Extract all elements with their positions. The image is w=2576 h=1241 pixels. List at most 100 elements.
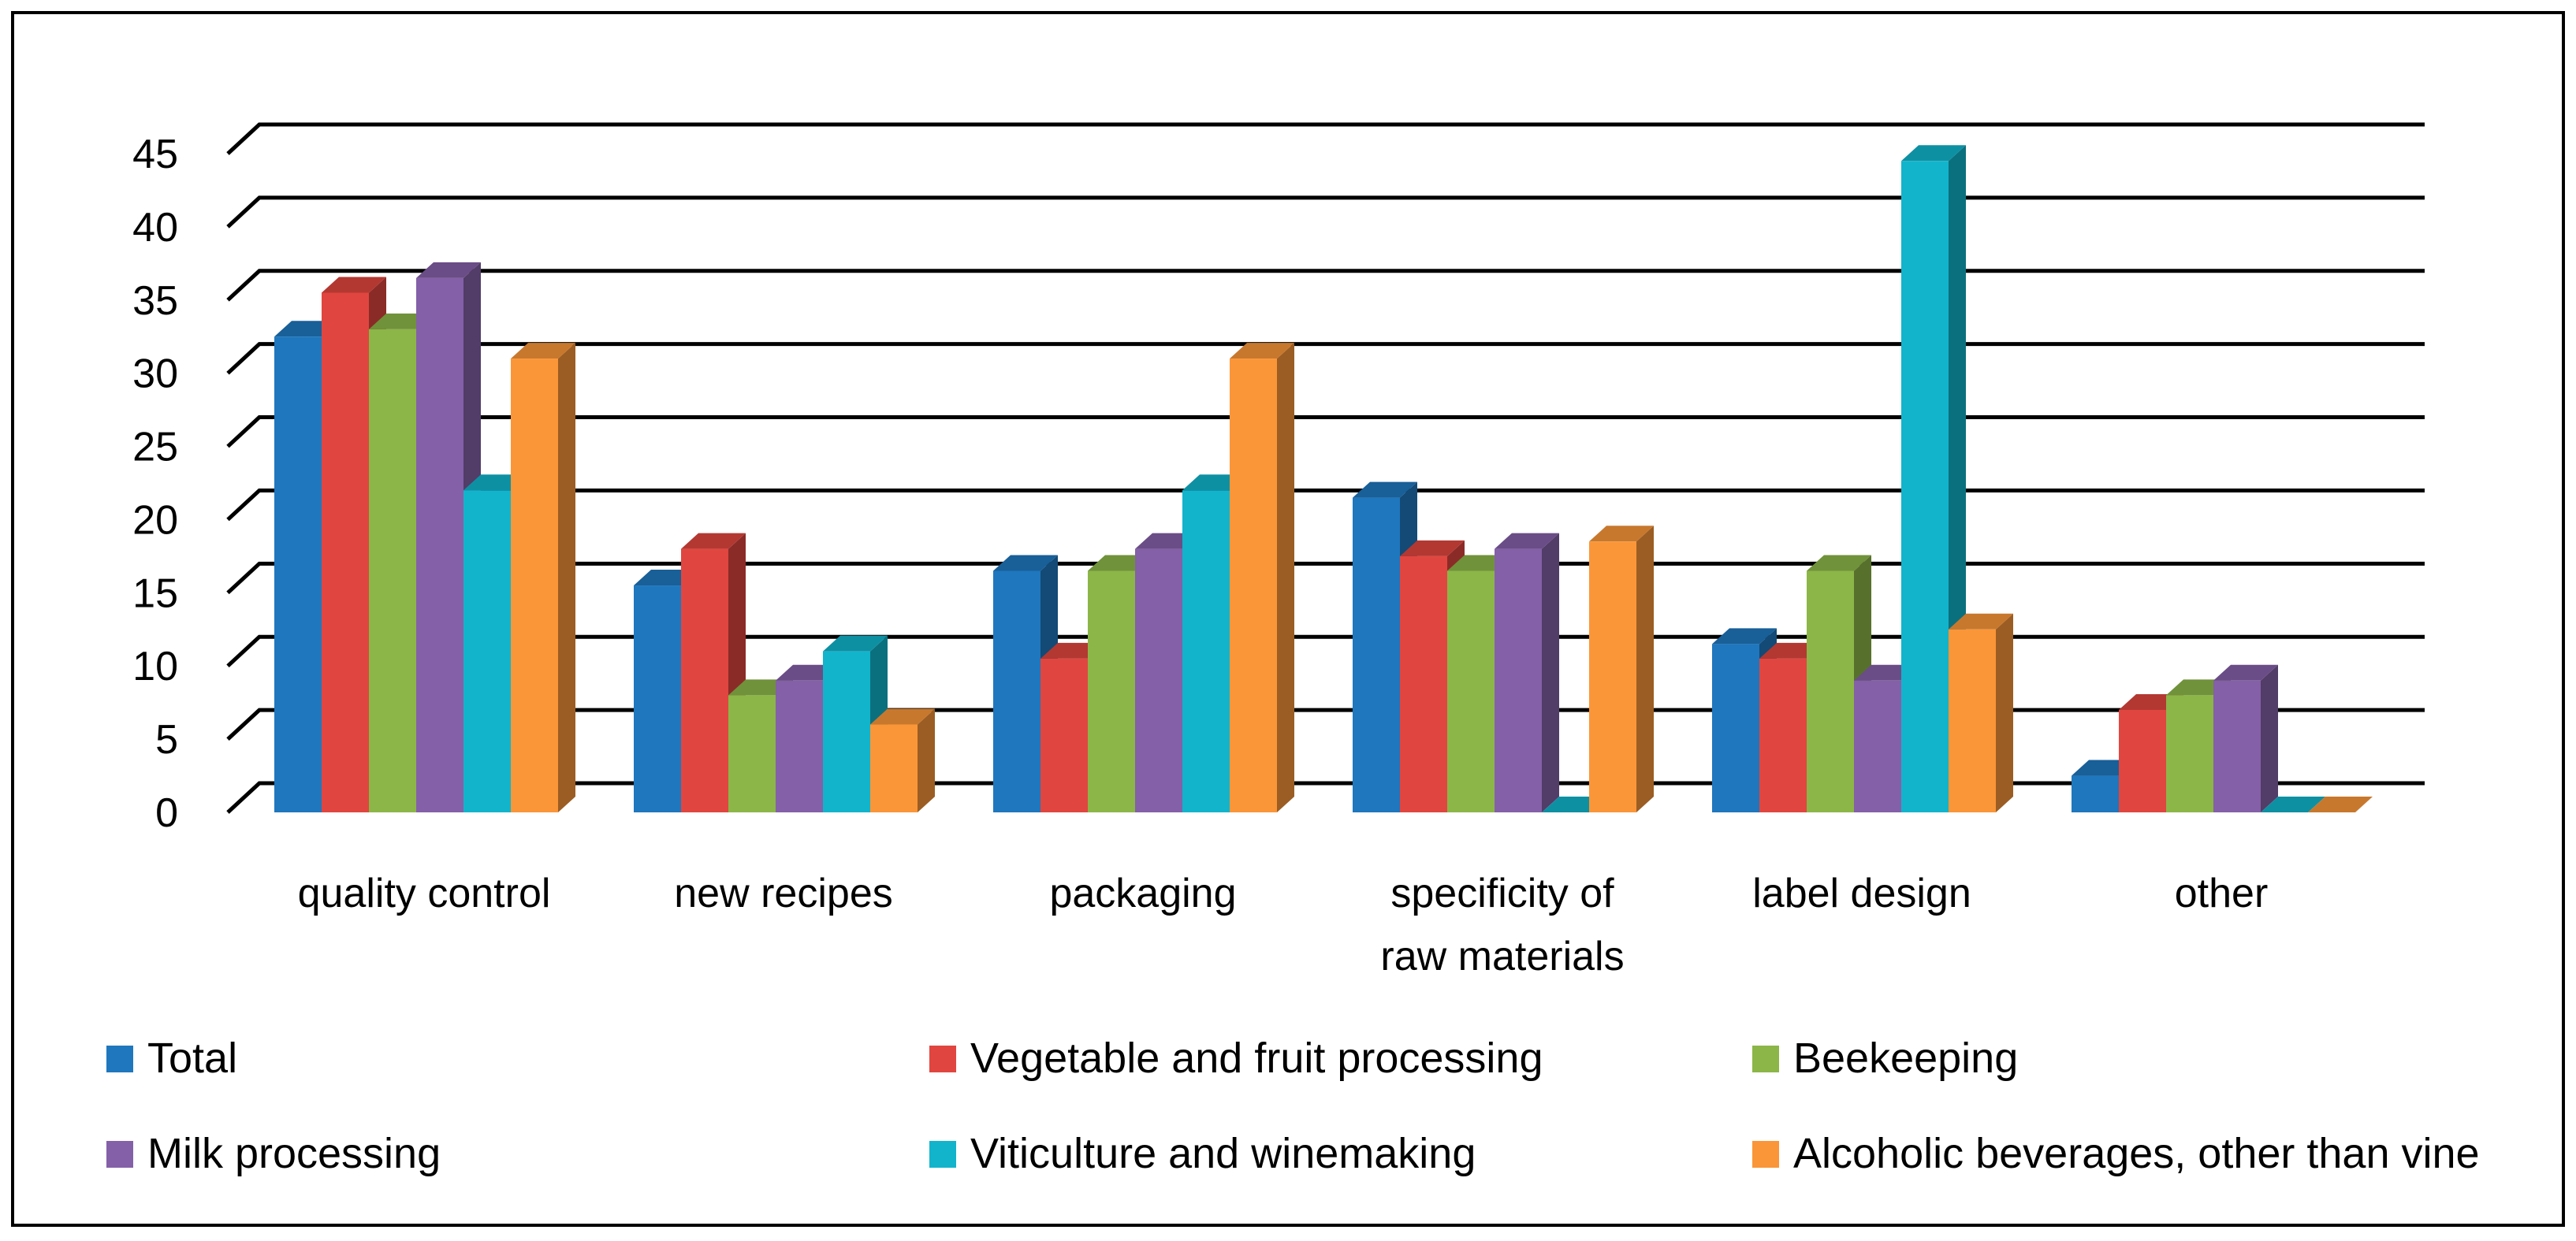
y-tick-label: 45 bbox=[132, 132, 178, 177]
bar-front bbox=[1901, 161, 1949, 813]
y-tick-label: 40 bbox=[132, 205, 178, 251]
bar-front bbox=[2213, 680, 2261, 812]
bar bbox=[1495, 533, 1559, 812]
bar-top bbox=[1712, 628, 1777, 645]
bar-top bbox=[823, 635, 888, 652]
bar-front bbox=[511, 359, 558, 813]
bar-top bbox=[322, 277, 386, 293]
y-tick-label: 35 bbox=[132, 278, 178, 324]
bar-front bbox=[1447, 570, 1495, 812]
legend-label: Total bbox=[147, 1035, 237, 1082]
bar-top bbox=[1949, 613, 2013, 630]
category-label: other bbox=[2175, 871, 2269, 916]
legend-swatch bbox=[929, 1046, 956, 1072]
bar-side bbox=[1996, 613, 2013, 812]
bar-front bbox=[681, 548, 728, 812]
category-label: new recipes bbox=[674, 871, 892, 916]
bar-front bbox=[416, 277, 463, 812]
bar-front bbox=[1949, 629, 1996, 812]
legend-label: Beekeeping bbox=[1793, 1035, 2018, 1082]
bar-front bbox=[1353, 497, 1400, 812]
bar-front bbox=[2119, 709, 2166, 812]
legend-label: Vegetable and fruit processing bbox=[970, 1035, 1543, 1082]
legend-swatch bbox=[929, 1141, 956, 1168]
bars bbox=[274, 145, 2373, 813]
bar-top bbox=[1901, 145, 1966, 162]
y-axis-ticks: 0 5 10 15 20 25 30 35 40 45 bbox=[132, 132, 178, 836]
legend-item: Viticulture and winemaking bbox=[929, 1130, 1476, 1177]
gridline bbox=[226, 708, 2425, 741]
gridline bbox=[226, 561, 2425, 595]
category-label: packaging bbox=[1049, 871, 1236, 916]
gridline bbox=[226, 781, 2425, 814]
gridline bbox=[226, 122, 2425, 155]
bar bbox=[870, 708, 935, 812]
y-tick-label: 0 bbox=[155, 790, 178, 836]
y-tick-label: 20 bbox=[132, 497, 178, 543]
bar-front bbox=[1088, 570, 1135, 812]
bar-front bbox=[1400, 555, 1447, 812]
bar-front bbox=[776, 680, 823, 812]
bar-front bbox=[2166, 695, 2213, 812]
gridlines bbox=[226, 122, 2425, 814]
bar-front bbox=[1854, 680, 1901, 812]
bar-top bbox=[2261, 797, 2325, 812]
bar-side bbox=[918, 708, 935, 812]
bar-side bbox=[1636, 526, 1654, 812]
bar-side bbox=[1542, 533, 1559, 812]
category-label: raw materials bbox=[1380, 934, 1624, 979]
chart-frame: 0 5 10 15 20 25 30 35 40 45 quality control new rec… bbox=[11, 11, 2565, 1227]
x-axis-labels: quality control new recipes packaging speci… bbox=[298, 871, 2269, 979]
y-tick-label: 25 bbox=[132, 425, 178, 470]
bar-front bbox=[1230, 359, 1277, 813]
gridline bbox=[226, 342, 2425, 375]
bar bbox=[2213, 664, 2278, 812]
legend: Total Vegetable and fruit processing Beeke… bbox=[106, 1035, 2480, 1177]
bar-front bbox=[993, 570, 1040, 812]
category-label: specificity of bbox=[1390, 871, 1614, 916]
bar-top bbox=[1495, 533, 1559, 549]
bar-front bbox=[870, 724, 918, 812]
legend-item: Alcoholic beverages, other than vine bbox=[1752, 1130, 2480, 1177]
bar bbox=[1230, 343, 1294, 813]
category-label: quality control bbox=[298, 871, 551, 916]
gridline bbox=[226, 269, 2425, 302]
bar-top bbox=[1353, 481, 1417, 498]
category-label: label design bbox=[1752, 871, 1971, 916]
bar-front bbox=[1135, 548, 1182, 812]
bar bbox=[1589, 526, 1654, 812]
y-tick-label: 10 bbox=[132, 644, 178, 689]
legend-swatch bbox=[106, 1141, 133, 1168]
bar-front bbox=[1182, 490, 1230, 812]
gridline bbox=[226, 415, 2425, 448]
bar bbox=[2308, 797, 2373, 812]
bar-front bbox=[728, 695, 776, 812]
bar-front bbox=[1759, 658, 1807, 812]
gridline bbox=[226, 488, 2425, 522]
legend-item: Milk processing bbox=[106, 1130, 441, 1177]
y-tick-label: 5 bbox=[155, 717, 178, 763]
bar-top bbox=[416, 262, 481, 278]
bar-front bbox=[322, 292, 369, 812]
gridline bbox=[226, 634, 2425, 668]
legend-item: Vegetable and fruit processing bbox=[929, 1035, 1543, 1082]
bar bbox=[1949, 613, 2013, 812]
bar-top bbox=[1400, 540, 1465, 556]
bar-front bbox=[274, 336, 322, 812]
bar-top bbox=[2213, 664, 2278, 681]
bar-front bbox=[634, 585, 681, 812]
bar-front bbox=[1807, 570, 1854, 812]
legend-label: Milk processing bbox=[147, 1130, 441, 1177]
bar-top bbox=[1589, 526, 1654, 542]
bar-side bbox=[2261, 664, 2278, 812]
bar-top bbox=[870, 708, 935, 725]
bar-front bbox=[823, 651, 870, 812]
bar-front bbox=[1589, 541, 1636, 812]
bar-top bbox=[681, 533, 746, 549]
bar-side bbox=[1277, 343, 1294, 813]
legend-label: Alcoholic beverages, other than vine bbox=[1793, 1130, 2480, 1177]
bar-front bbox=[1040, 658, 1088, 812]
legend-item: Total bbox=[106, 1035, 237, 1082]
bar bbox=[2261, 797, 2325, 812]
bar-top bbox=[993, 555, 1058, 571]
